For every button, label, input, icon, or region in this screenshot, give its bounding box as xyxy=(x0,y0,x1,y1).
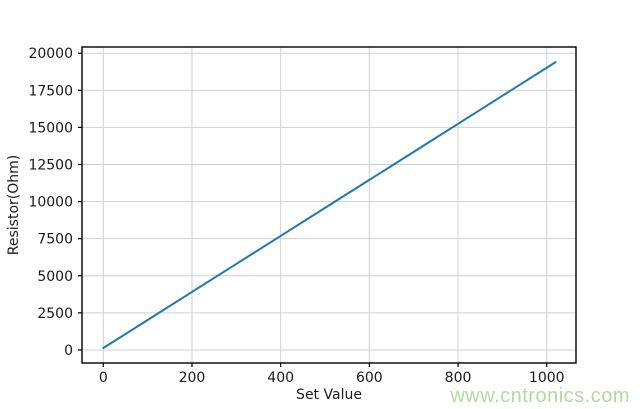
y-tick-label: 7500 xyxy=(37,232,73,248)
x-tick-label: 1000 xyxy=(529,370,565,386)
y-tick-label: 10000 xyxy=(28,195,73,211)
y-axis-label: Resistor(Ohm) xyxy=(6,154,22,256)
y-tick-label: 20000 xyxy=(28,46,73,62)
x-tick-label: 800 xyxy=(445,370,472,386)
x-axis-label: Set Value xyxy=(296,387,362,403)
data-line xyxy=(102,61,557,350)
x-tick-label: 400 xyxy=(267,370,294,386)
y-tick-label: 12500 xyxy=(28,157,73,173)
y-tick-label: 0 xyxy=(64,343,73,359)
plot-border xyxy=(81,46,577,364)
x-tick-label: 200 xyxy=(179,370,206,386)
y-tick-label: 15000 xyxy=(28,120,73,136)
y-tick-label: 5000 xyxy=(37,269,73,285)
y-tick-label: 17500 xyxy=(28,83,73,99)
x-tick-label: 600 xyxy=(356,370,383,386)
y-tick-label: 2500 xyxy=(37,306,73,322)
x-tick-label: 0 xyxy=(99,370,108,386)
